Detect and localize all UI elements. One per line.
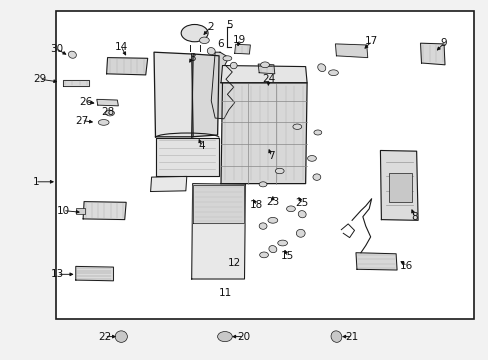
Polygon shape	[234, 44, 250, 54]
Ellipse shape	[317, 64, 325, 72]
Ellipse shape	[259, 252, 268, 258]
Text: 18: 18	[249, 200, 263, 210]
Text: 22: 22	[98, 332, 112, 342]
Polygon shape	[106, 58, 147, 75]
Text: 7: 7	[267, 151, 274, 161]
Polygon shape	[193, 185, 243, 223]
Ellipse shape	[292, 124, 301, 130]
Polygon shape	[154, 52, 193, 137]
Text: 15: 15	[280, 251, 294, 261]
Ellipse shape	[98, 120, 109, 125]
Ellipse shape	[230, 62, 237, 69]
Ellipse shape	[298, 211, 305, 218]
Text: 4: 4	[198, 141, 204, 151]
Text: 1: 1	[32, 177, 39, 187]
Polygon shape	[420, 43, 444, 65]
Ellipse shape	[259, 182, 266, 187]
Polygon shape	[221, 66, 306, 83]
Polygon shape	[155, 138, 219, 176]
Ellipse shape	[328, 70, 338, 76]
Text: 6: 6	[217, 39, 224, 49]
Text: 13: 13	[51, 269, 64, 279]
Text: 12: 12	[227, 258, 241, 268]
Text: 20: 20	[237, 332, 249, 342]
Ellipse shape	[115, 331, 127, 342]
Ellipse shape	[307, 156, 316, 161]
Ellipse shape	[181, 24, 208, 42]
Polygon shape	[76, 266, 113, 281]
Text: 29: 29	[33, 74, 47, 84]
Bar	[56, 11, 473, 319]
Text: 24: 24	[262, 74, 275, 84]
Text: 28: 28	[101, 107, 114, 117]
Ellipse shape	[260, 62, 269, 68]
Ellipse shape	[330, 331, 341, 342]
Ellipse shape	[312, 174, 320, 180]
Text: 17: 17	[364, 36, 378, 46]
Text: 21: 21	[345, 332, 358, 342]
Text: 30: 30	[50, 44, 62, 54]
Text: 26: 26	[79, 96, 92, 107]
Text: 3: 3	[188, 53, 195, 63]
Ellipse shape	[268, 246, 276, 253]
Ellipse shape	[105, 110, 114, 116]
Ellipse shape	[259, 223, 266, 229]
Text: 27: 27	[75, 116, 89, 126]
Text: 8: 8	[410, 212, 417, 222]
Text: 14: 14	[114, 42, 128, 52]
Ellipse shape	[296, 229, 305, 237]
Text: 5: 5	[226, 20, 233, 30]
Text: 25: 25	[295, 198, 308, 208]
Text: 19: 19	[232, 35, 246, 45]
Text: 23: 23	[265, 197, 279, 207]
Polygon shape	[355, 253, 396, 270]
Ellipse shape	[207, 48, 215, 55]
Polygon shape	[83, 202, 126, 220]
Ellipse shape	[275, 168, 284, 174]
Polygon shape	[97, 99, 118, 106]
Ellipse shape	[68, 51, 76, 58]
Ellipse shape	[286, 206, 295, 212]
Ellipse shape	[313, 130, 321, 135]
Polygon shape	[380, 150, 417, 220]
Text: 11: 11	[218, 288, 231, 298]
Polygon shape	[62, 80, 89, 86]
Polygon shape	[258, 64, 274, 74]
Ellipse shape	[199, 37, 209, 44]
Ellipse shape	[277, 240, 287, 246]
Polygon shape	[211, 52, 234, 119]
Text: 16: 16	[399, 261, 413, 271]
Bar	[76, 208, 84, 214]
Polygon shape	[191, 54, 219, 137]
Bar	[388, 173, 411, 202]
Polygon shape	[150, 176, 186, 192]
Text: 10: 10	[57, 206, 70, 216]
Text: 2: 2	[206, 22, 213, 32]
Ellipse shape	[217, 332, 232, 342]
Ellipse shape	[223, 56, 231, 61]
Polygon shape	[191, 184, 245, 279]
Polygon shape	[221, 83, 306, 184]
Ellipse shape	[267, 217, 277, 223]
Polygon shape	[335, 44, 367, 58]
Text: 9: 9	[440, 38, 447, 48]
